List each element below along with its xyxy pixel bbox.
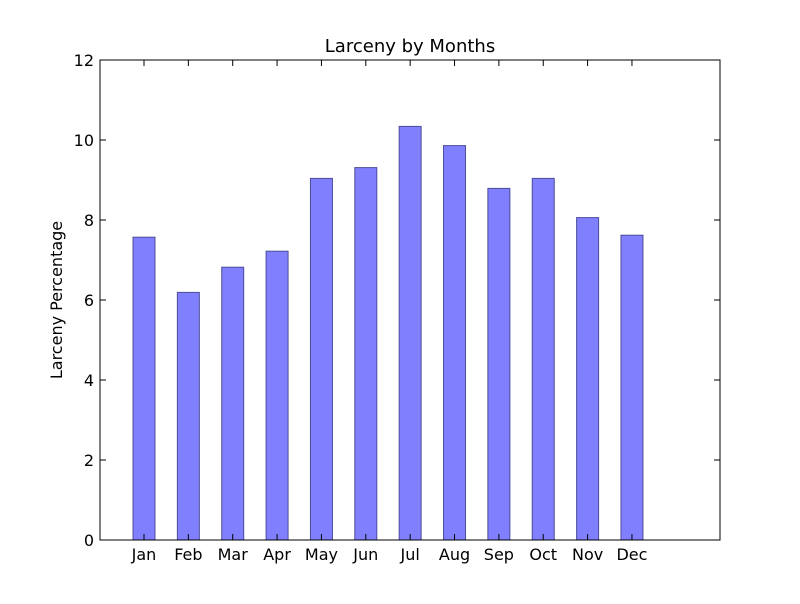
x-tick-label: Jan	[131, 545, 157, 564]
y-tick-label: 10	[74, 131, 94, 150]
bar-mar	[221, 266, 245, 541]
y-tick-label: 12	[74, 51, 94, 70]
bar-nov	[576, 217, 600, 541]
y-tick-label: 8	[84, 211, 94, 230]
y-tick-label: 0	[84, 531, 94, 550]
ticks-layer: Jan Feb Mar Apr May Jun Jul Aug Sep Oct Nov Dec 0 2 4 6…	[74, 51, 720, 564]
bar-oct	[531, 177, 555, 541]
x-tick-label: Apr	[263, 545, 291, 564]
bar-jul	[398, 125, 422, 541]
y-axis-label: Larceny Percentage	[47, 221, 66, 379]
x-tick-label: Sep	[484, 545, 514, 564]
x-tick-label: Feb	[174, 545, 202, 564]
x-tick-label: Aug	[439, 545, 470, 564]
bar-may	[309, 177, 333, 541]
x-tick-label: May	[305, 545, 338, 564]
bar-jan	[132, 236, 156, 541]
bar-sep	[487, 187, 511, 541]
y-tick-label: 2	[84, 451, 94, 470]
bar-apr	[265, 250, 289, 541]
x-tick-label: Oct	[529, 545, 557, 564]
bar-feb	[176, 291, 200, 541]
bars-layer	[132, 125, 644, 541]
x-tick-label: Nov	[572, 545, 603, 564]
x-tick-label: Jul	[400, 545, 420, 564]
x-tick-label: Dec	[616, 545, 647, 564]
bar-dec	[620, 234, 644, 541]
x-tick-label: Mar	[218, 545, 249, 564]
x-tick-label: Jun	[352, 545, 378, 564]
plot-frame	[99, 59, 721, 541]
bar-aug	[443, 145, 467, 541]
y-tick-label: 4	[84, 371, 94, 390]
bar-jun	[354, 167, 378, 541]
y-tick-label: 6	[84, 291, 94, 310]
chart-title: Larceny by Months	[325, 36, 495, 57]
